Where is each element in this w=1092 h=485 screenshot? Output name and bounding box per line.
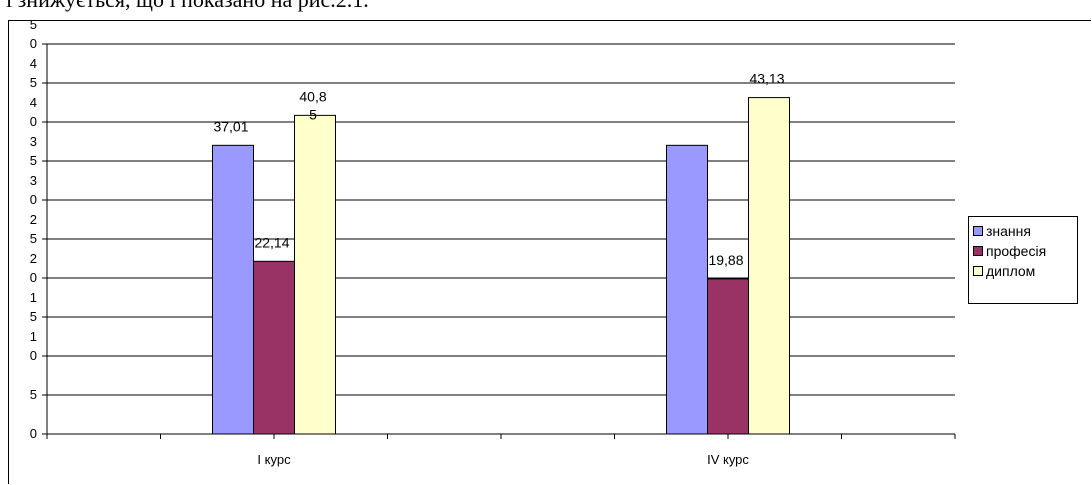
legend-swatch [973,265,983,276]
y-tick-label: 0 [30,426,37,441]
data-label: 40,8 5 [299,88,326,122]
y-tick-label: 5 [30,387,37,402]
x-tick-label: IV курс [707,452,749,467]
x-tick-label: I курс [257,452,291,467]
bar-знання [666,144,708,435]
legend-label: диплом [986,262,1036,279]
bar-професія [253,260,295,435]
legend-item: професія [973,241,1077,260]
bar-знання [212,144,254,435]
bar-chart: 0 5 1 0 1 5 2 0 2 5 3 0 3 5 4 0 4 5 5 0 37,01 22,14 40,8 5 I кур… [30,21,956,467]
data-label: 19,88 [708,252,743,268]
bar-професія [707,278,749,435]
legend-swatch [973,225,983,236]
legend-item: диплом [973,261,1077,280]
legend-label: знання [986,222,1031,239]
bar-диплом [748,97,790,435]
context-text: і знижується, що і показано на рис.2.1. [6,0,369,13]
legend-swatch [973,245,983,256]
data-label: 22,14 [254,234,289,250]
data-label: 37,01 [213,118,248,134]
bar-диплом [294,114,336,435]
legend-label: професія [986,242,1047,259]
chart-legend: знання професія диплом [968,216,1078,304]
data-label: 43,13 [749,71,784,87]
legend-item: знання [973,221,1077,240]
chart-frame: 0 5 1 0 1 5 2 0 2 5 3 0 3 5 4 0 4 5 5 0 37,01 22,14 40,8 5 I кур… [8,20,1091,484]
